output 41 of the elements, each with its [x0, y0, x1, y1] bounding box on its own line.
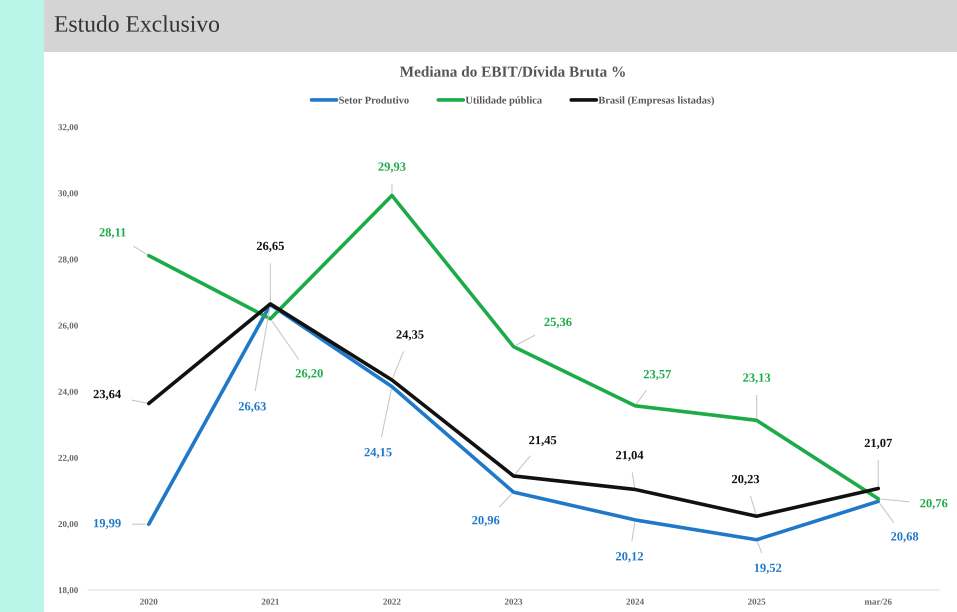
- chart-title: Mediana do EBIT/Dívida Bruta %: [400, 66, 625, 77]
- data-label: 23,64: [94, 390, 121, 400]
- data-label: 29,93: [378, 162, 406, 173]
- y-tick-label: 26,00: [58, 322, 78, 330]
- legend-label: Utilidade pública: [466, 96, 542, 106]
- data-label: 20,96: [472, 516, 500, 526]
- data-label: 20,23: [732, 474, 760, 486]
- x-tick-label: 2025: [748, 598, 766, 605]
- data-label: 24,35: [396, 330, 424, 340]
- data-label: 26,20: [296, 369, 323, 380]
- data-label: 21,07: [864, 438, 892, 449]
- y-tick-label: 30,00: [58, 190, 78, 198]
- y-tick-label: 20,00: [58, 520, 78, 528]
- text: Estudo Exclusivo: [54, 15, 220, 32]
- x-tick-label: mar/26: [864, 598, 892, 605]
- data-label: 21,04: [616, 450, 644, 462]
- legend-label: Brasil (Empresas listadas): [598, 96, 714, 106]
- data-label: 23,57: [644, 370, 672, 380]
- y-tick-label: 18,00: [58, 587, 78, 595]
- data-label: 20,68: [891, 532, 918, 542]
- data-label: 25,36: [544, 318, 572, 328]
- x-tick-label: 2021: [262, 598, 279, 605]
- data-label: 20,76: [920, 498, 948, 510]
- data-label: 28,11: [99, 228, 126, 238]
- legend-label: Setor Produtivo: [339, 96, 409, 104]
- data-label: 23,13: [743, 373, 770, 384]
- y-tick-label: 32,00: [58, 124, 78, 132]
- data-label: 21,45: [529, 436, 556, 446]
- data-label: 26,65: [256, 242, 284, 252]
- x-tick-label: 2020: [140, 598, 158, 605]
- x-tick-label: 2024: [626, 598, 644, 605]
- data-label: 24,15: [364, 448, 392, 458]
- x-tick-label: 2022: [383, 598, 401, 605]
- data-label: 19,99: [94, 518, 121, 530]
- data-label: 20,12: [616, 552, 644, 562]
- y-tick-label: 22,00: [58, 454, 78, 462]
- data-label: 19,52: [754, 564, 782, 574]
- y-tick-label: 24,00: [58, 388, 78, 396]
- data-label: 26,63: [238, 402, 266, 412]
- x-tick-label: 2023: [504, 598, 522, 605]
- y-tick-label: 28,00: [58, 256, 78, 264]
